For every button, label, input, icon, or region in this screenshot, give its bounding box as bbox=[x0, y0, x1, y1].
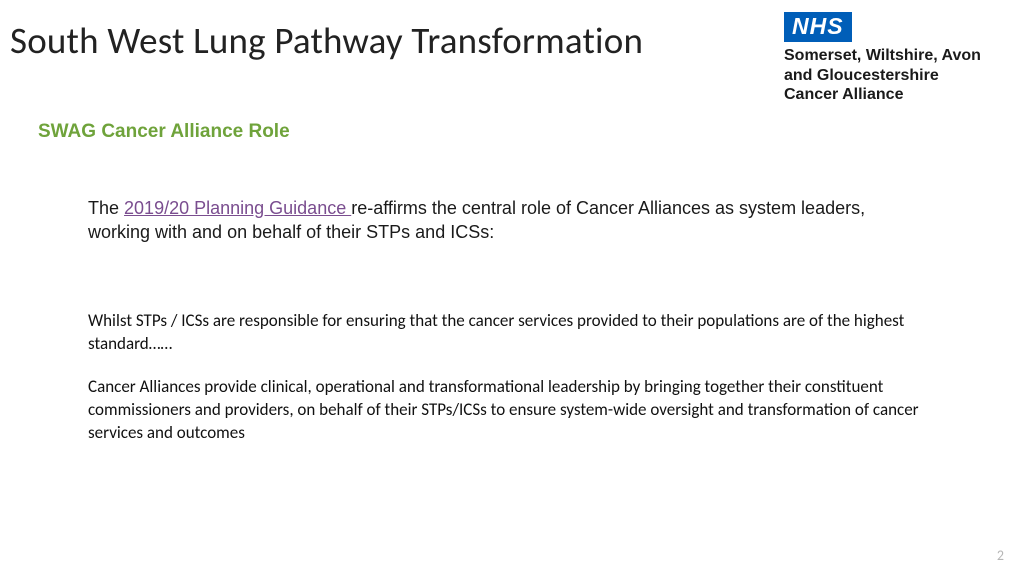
nhs-badge: NHS bbox=[784, 12, 852, 42]
body-text: Whilst STPs / ICSs are responsible for e… bbox=[88, 310, 948, 465]
nhs-logo-block: NHS Somerset, Wiltshire, Avon and Glouce… bbox=[784, 12, 1006, 105]
section-subheading: SWAG Cancer Alliance Role bbox=[38, 121, 290, 143]
planning-guidance-link[interactable]: 2019/20 Planning Guidance bbox=[124, 198, 351, 218]
intro-pre-text: The bbox=[88, 198, 124, 218]
org-line-1: Somerset, Wiltshire, Avon bbox=[784, 47, 981, 64]
org-line-3: Cancer Alliance bbox=[784, 86, 903, 103]
org-line-2: and Gloucestershire bbox=[784, 67, 939, 84]
page-number: 2 bbox=[997, 547, 1004, 564]
intro-paragraph: The 2019/20 Planning Guidance re-affirms… bbox=[88, 196, 888, 245]
body-paragraph-2: Cancer Alliances provide clinical, opera… bbox=[88, 376, 948, 445]
slide-title: South West Lung Pathway Transformation bbox=[10, 18, 643, 63]
body-paragraph-1: Whilst STPs / ICSs are responsible for e… bbox=[88, 310, 948, 356]
org-name: Somerset, Wiltshire, Avon and Gloucester… bbox=[784, 46, 1006, 105]
